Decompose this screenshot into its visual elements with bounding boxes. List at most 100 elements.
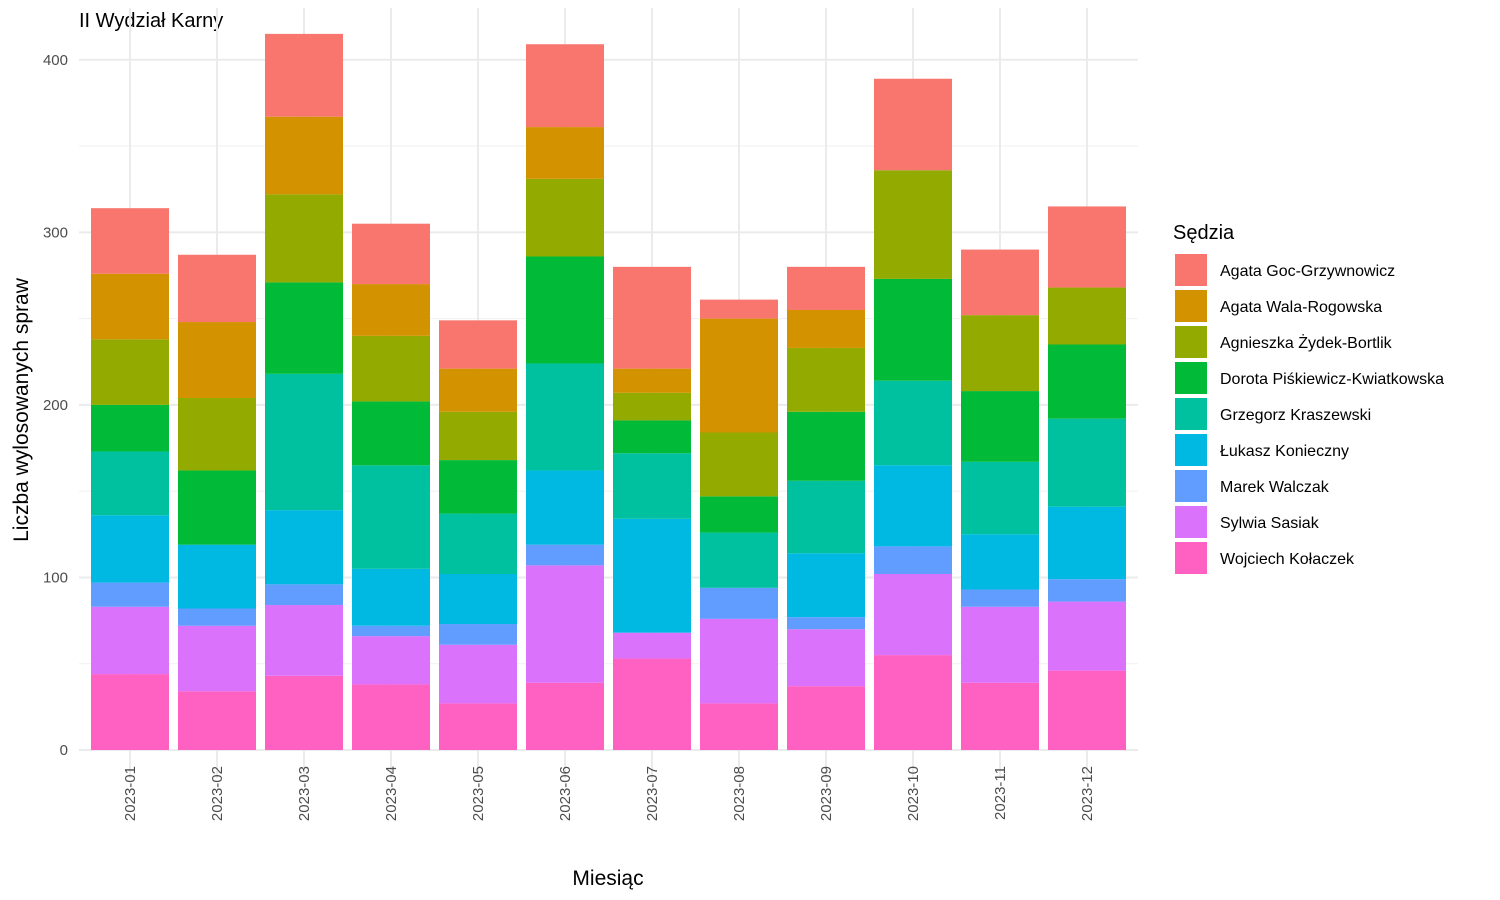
bar-segment [961, 391, 1039, 462]
bar-segment [1048, 287, 1126, 345]
legend: Sędzia Agata Goc-Grzywnowicz Agata Wala-R… [1173, 222, 1444, 574]
bar-segment [1048, 601, 1126, 671]
bar-segment [874, 655, 952, 750]
bar-segment [178, 608, 256, 626]
bar-segment [613, 420, 691, 454]
bar-segment [874, 573, 952, 656]
bar-segment [178, 691, 256, 750]
bar-segment [787, 686, 865, 750]
x-tick-label: 2023-04 [383, 766, 400, 821]
bar-segment [91, 606, 169, 675]
legend-label: Agata Goc-Grzywnowicz [1220, 263, 1395, 280]
bar-segment [700, 318, 778, 433]
bar-segment [439, 411, 517, 461]
bar-segment [352, 636, 430, 685]
legend-label: Agata Wala-Rogowska [1220, 299, 1382, 316]
bar-segment [352, 465, 430, 569]
bar-segment [91, 404, 169, 452]
bar-segment [961, 534, 1039, 590]
bar-segment [613, 368, 691, 393]
y-tick-label: 400 [43, 52, 68, 69]
bar-segment [787, 553, 865, 618]
bar-segment [91, 339, 169, 405]
legend-label: Marek Walczak [1220, 479, 1330, 496]
bar-segment [1048, 506, 1126, 580]
bar-segment [700, 618, 778, 704]
legend-key [1175, 506, 1207, 538]
bar-segment [1048, 418, 1126, 507]
bar-segment [265, 675, 343, 750]
bar-segment [352, 625, 430, 637]
bar-segment [526, 682, 604, 750]
bar-segment [265, 116, 343, 195]
x-axis-title: Miesiąc [572, 867, 643, 890]
legend-title: Sędzia [1173, 222, 1235, 244]
y-tick-label: 0 [60, 742, 68, 759]
bar-segment [961, 589, 1039, 607]
x-tick-label: 2023-03 [296, 766, 313, 821]
bar-segment [178, 625, 256, 692]
x-tick-label: 2023-05 [470, 766, 487, 821]
bar-segment [526, 127, 604, 179]
y-axis-title: Liczba wylosowanych spraw [10, 277, 33, 542]
bar-segment [265, 605, 343, 676]
bar-segment [526, 256, 604, 364]
legend-label: Łukasz Konieczny [1220, 443, 1349, 460]
bar-segment [961, 682, 1039, 750]
y-tick-label: 300 [43, 224, 68, 241]
bar-segment [961, 606, 1039, 683]
bar-segment [91, 515, 169, 583]
y-axis-ticks: 0 100 200 300 400 [43, 52, 68, 759]
x-tick-label: 2023-08 [731, 766, 748, 821]
bar-segment [613, 392, 691, 421]
bar-segment [613, 632, 691, 659]
legend-label: Wojciech Kołaczek [1220, 551, 1355, 568]
x-tick-label: 2023-07 [644, 766, 661, 821]
bar-segment [91, 273, 169, 340]
bar-segment [178, 254, 256, 323]
legend-key [1175, 542, 1207, 574]
x-tick-label: 2023-12 [1079, 766, 1096, 821]
bar-segment [700, 703, 778, 750]
bar-segment [265, 33, 343, 117]
bar-segment [874, 380, 952, 466]
bar-segment [265, 584, 343, 606]
bar-segment [178, 322, 256, 398]
bar-segment [91, 208, 169, 274]
legend-label: Grzegorz Kraszewski [1220, 407, 1371, 424]
bar-segment [874, 465, 952, 547]
bar-segment [961, 249, 1039, 316]
bar-segment [91, 674, 169, 750]
legend-key [1175, 470, 1207, 502]
bar-segment [439, 703, 517, 750]
legend-key [1175, 254, 1207, 286]
bar-segment [439, 320, 517, 369]
legend-label: Sylwia Sasiak [1220, 515, 1320, 532]
bar-segment [874, 546, 952, 574]
chart-title: II Wydział Karny [79, 10, 223, 32]
bar-segment [700, 532, 778, 588]
bar-segment [526, 178, 604, 257]
bar-segment [439, 368, 517, 412]
bar-segment [178, 397, 256, 471]
x-tick-label: 2023-06 [557, 766, 574, 821]
bar-segment [1048, 579, 1126, 602]
bar-segment [874, 170, 952, 279]
bar-segment [1048, 206, 1126, 288]
bar-segment [526, 44, 604, 128]
bar-segment [439, 460, 517, 514]
bar-segment [613, 266, 691, 369]
bar-segment [91, 582, 169, 607]
bars [91, 33, 1126, 750]
bar-segment [265, 510, 343, 585]
bar-segment [352, 568, 430, 626]
bar-segment [178, 544, 256, 609]
bar-segment [874, 278, 952, 381]
bar-segment [787, 411, 865, 481]
bar-segment [787, 309, 865, 348]
bar-segment [352, 335, 430, 402]
bar-segment [700, 496, 778, 533]
bar-segment [352, 401, 430, 466]
bar-segment [439, 644, 517, 704]
